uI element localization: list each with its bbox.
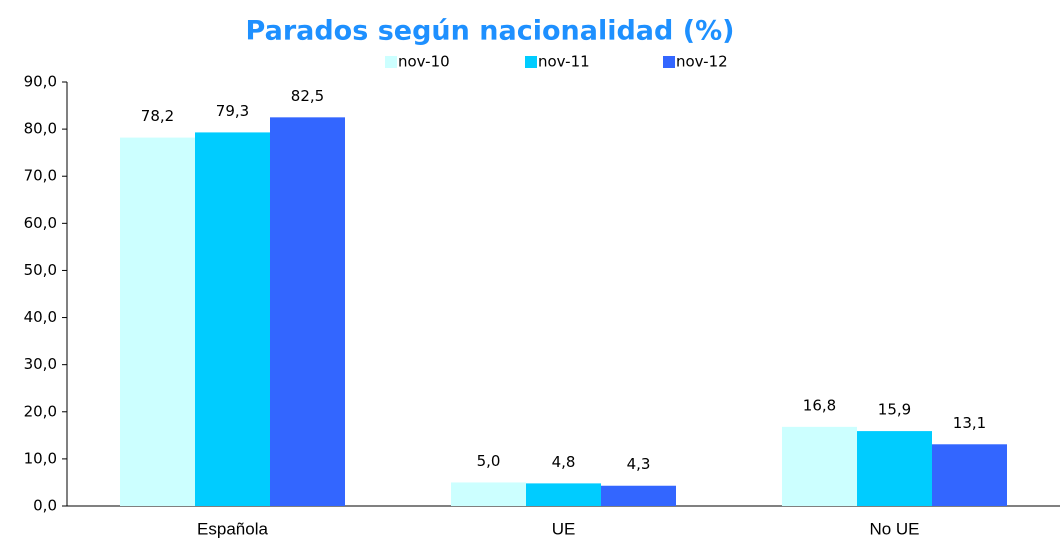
bar — [932, 444, 1007, 506]
x-tick-label: Española — [197, 519, 268, 538]
legend-swatch — [525, 56, 537, 68]
value-label: 4,3 — [627, 455, 651, 473]
y-tick-label: 40,0 — [24, 308, 57, 326]
value-label: 15,9 — [878, 401, 911, 419]
y-tick-label: 90,0 — [24, 73, 57, 91]
legend-swatch — [385, 56, 397, 68]
bar — [857, 431, 932, 506]
bar — [601, 485, 676, 506]
value-label: 4,8 — [552, 453, 576, 471]
legend-swatch — [663, 56, 675, 68]
chart-title: Parados según nacionalidad (%) — [246, 16, 735, 47]
bar — [451, 482, 526, 506]
value-label: 79,3 — [216, 102, 249, 120]
y-tick-label: 60,0 — [24, 214, 57, 232]
value-label: 13,1 — [953, 414, 986, 432]
value-label: 78,2 — [141, 107, 174, 125]
bar — [782, 426, 857, 506]
value-label: 82,5 — [291, 87, 324, 105]
y-tick-label: 70,0 — [24, 167, 57, 185]
x-tick-label: UE — [552, 519, 576, 538]
x-tick-label: No UE — [869, 519, 919, 538]
y-tick-label: 0,0 — [33, 497, 57, 515]
value-label: 16,8 — [803, 396, 836, 414]
bar — [270, 117, 345, 506]
legend-label: nov-10 — [398, 53, 450, 71]
bar — [526, 483, 601, 506]
y-tick-label: 10,0 — [24, 449, 57, 467]
legend-label: nov-11 — [538, 53, 590, 71]
y-tick-label: 30,0 — [24, 355, 57, 373]
value-label: 5,0 — [477, 452, 501, 470]
legend-label: nov-12 — [676, 53, 728, 71]
y-tick-label: 50,0 — [24, 261, 57, 279]
bar — [195, 132, 270, 507]
bar — [120, 137, 195, 506]
y-tick-label: 20,0 — [24, 402, 57, 420]
y-tick-label: 80,0 — [24, 120, 57, 138]
